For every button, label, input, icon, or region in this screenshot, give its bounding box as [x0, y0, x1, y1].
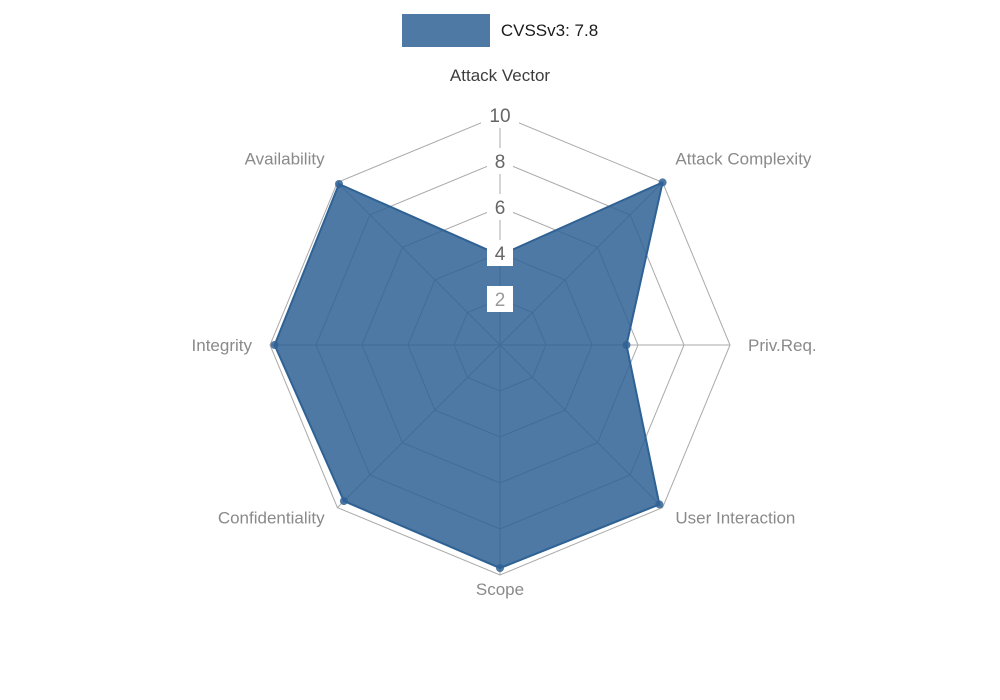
tick-label: 6 [495, 198, 506, 219]
tick-label: 4 [495, 244, 506, 265]
radar-category-labels: Attack Vector Attack Complexity Priv.Req. U… [192, 66, 817, 599]
data-point [655, 500, 664, 509]
category-label: Scope [476, 580, 524, 599]
radar-tick-labels: 2 4 6 8 10 [481, 102, 519, 312]
tick-label: 10 [489, 106, 510, 127]
data-point [658, 178, 667, 187]
category-label: Integrity [192, 336, 253, 355]
category-label: Availability [245, 150, 326, 169]
data-point [270, 341, 279, 349]
legend-label: CVSSv3: 7.8 [500, 21, 599, 40]
chart-legend[interactable]: CVSSv3: 7.8 [0, 14, 1000, 47]
tick-backdrop [487, 148, 513, 174]
tick-label: 2 [495, 290, 506, 311]
data-point [622, 341, 631, 349]
tick-backdrop [481, 102, 519, 128]
category-label: Priv.Req. [748, 336, 817, 355]
legend-swatch [401, 14, 490, 47]
data-point [335, 180, 343, 188]
data-point [496, 564, 504, 573]
radar-series-area [273, 181, 664, 570]
category-label: Attack Complexity [675, 150, 812, 169]
tick-backdrop [487, 194, 513, 220]
tick-backdrop [487, 240, 513, 266]
tick-backdrop [487, 286, 513, 312]
data-point [339, 497, 348, 506]
tick-label: 8 [495, 152, 506, 173]
radar-series [270, 178, 667, 573]
category-label: User Interaction [675, 508, 795, 527]
category-label: Attack Vector [450, 66, 550, 85]
category-label: Confidentiality [218, 508, 325, 527]
